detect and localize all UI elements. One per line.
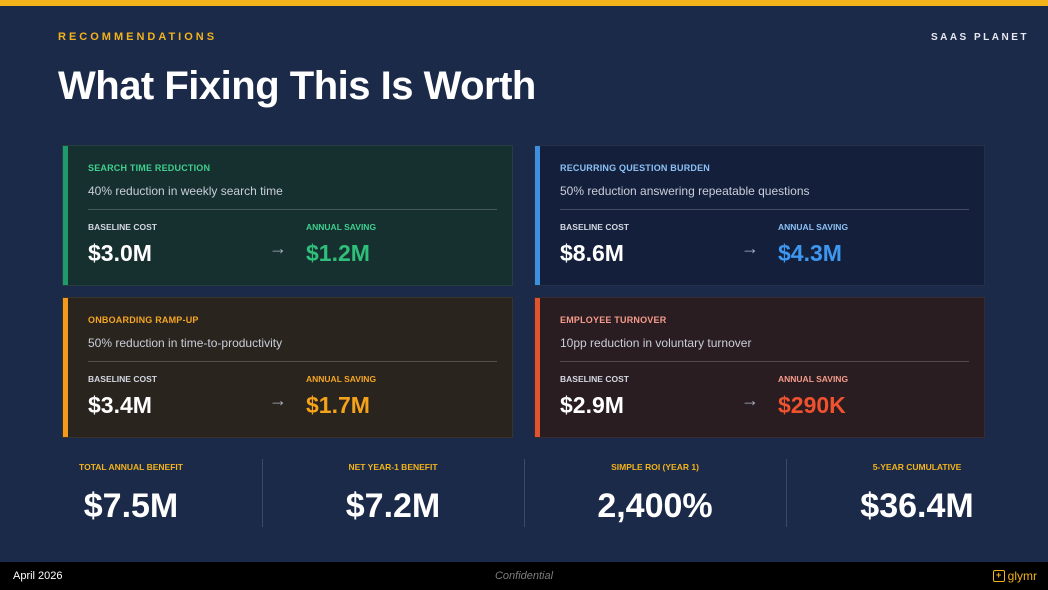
footer-bar: April 2026 Confidential + glymr [0, 562, 1048, 590]
stat-total-annual-benefit: TOTAL ANNUAL BENEFIT $7.5M [0, 459, 262, 527]
card-divider [560, 209, 969, 210]
annual-saving-value: $290K [778, 392, 846, 418]
confidential-label: Confidential [494, 570, 554, 582]
baseline-cost-value: $8.6M [560, 240, 624, 266]
card-search-time-reduction: SEARCH TIME REDUCTION 40% reduction in w… [62, 145, 513, 286]
annual-saving-label: ANNUAL SAVING [778, 374, 849, 384]
card-employee-turnover: EMPLOYEE TURNOVER 10pp reduction in volu… [534, 297, 985, 438]
section-eyebrow: RECOMMENDATIONS [58, 31, 218, 43]
annual-saving-label: ANNUAL SAVING [306, 374, 377, 384]
baseline-cost-value: $3.0M [88, 240, 152, 266]
card-divider [560, 361, 969, 362]
top-accent-bar [0, 0, 1048, 6]
card-subtitle: 50% reduction answering repeatable quest… [560, 184, 810, 198]
stat-simple-roi: SIMPLE ROI (YEAR 1) 2,400% [524, 459, 786, 527]
stat-label: TOTAL ANNUAL BENEFIT [79, 462, 183, 472]
arrow-right-icon: → [269, 238, 287, 258]
baseline-cost-label: BASELINE COST [560, 374, 629, 384]
glymr-logo: + glymr [992, 569, 1037, 583]
card-onboarding-ramp-up: ONBOARDING RAMP-UP 50% reduction in time… [62, 297, 513, 438]
card-title: EMPLOYEE TURNOVER [560, 315, 667, 325]
stat-value: 2,400% [597, 487, 713, 525]
card-title: ONBOARDING RAMP-UP [88, 315, 199, 325]
card-accent-bar [63, 146, 68, 285]
stat-divider [262, 459, 263, 527]
stat-label: 5-YEAR CUMULATIVE [872, 462, 962, 472]
annual-saving-label: ANNUAL SAVING [306, 222, 377, 232]
stat-divider [786, 459, 787, 527]
card-recurring-question-burden: RECURRING QUESTION BURDEN 50% reduction … [534, 145, 985, 286]
baseline-cost-label: BASELINE COST [88, 374, 157, 384]
stat-value: $7.5M [83, 487, 179, 525]
card-accent-bar [63, 298, 68, 437]
annual-saving-value: $1.2M [306, 240, 370, 266]
footer-date: April 2026 [13, 570, 63, 582]
card-title: SEARCH TIME REDUCTION [88, 163, 211, 173]
stat-label: NET YEAR-1 BENEFIT [348, 462, 438, 472]
card-subtitle: 40% reduction in weekly search time [88, 184, 283, 198]
annual-saving-label: ANNUAL SAVING [778, 222, 849, 232]
annual-saving-value: $1.7M [306, 392, 370, 418]
card-accent-bar [535, 146, 540, 285]
annual-saving-value: $4.3M [778, 240, 842, 266]
card-title: RECURRING QUESTION BURDEN [560, 163, 711, 173]
stat-value: $36.4M [860, 487, 974, 525]
card-divider [88, 361, 497, 362]
card-subtitle: 10pp reduction in voluntary turnover [560, 336, 752, 350]
baseline-cost-value: $2.9M [560, 392, 624, 418]
stat-net-year-1-benefit: NET YEAR-1 BENEFIT $7.2M [262, 459, 524, 527]
arrow-right-icon: → [741, 238, 759, 258]
baseline-cost-value: $3.4M [88, 392, 152, 418]
logo-plus-icon: + [992, 570, 1005, 582]
card-accent-bar [535, 298, 540, 437]
stat-value: $7.2M [345, 487, 441, 525]
arrow-right-icon: → [741, 390, 759, 410]
card-subtitle: 50% reduction in time-to-productivity [88, 336, 283, 350]
page-title: What Fixing This Is Worth [58, 64, 536, 108]
logo-text: glymr [1007, 569, 1037, 583]
stat-5-year-cumulative: 5-YEAR CUMULATIVE $36.4M [786, 459, 1048, 527]
baseline-cost-label: BASELINE COST [88, 222, 157, 232]
brand-label: SAAS PLANET [930, 32, 1029, 43]
stat-divider [524, 459, 525, 527]
baseline-cost-label: BASELINE COST [560, 222, 629, 232]
stat-label: SIMPLE ROI (YEAR 1) [611, 462, 699, 472]
card-divider [88, 209, 497, 210]
arrow-right-icon: → [269, 390, 287, 410]
